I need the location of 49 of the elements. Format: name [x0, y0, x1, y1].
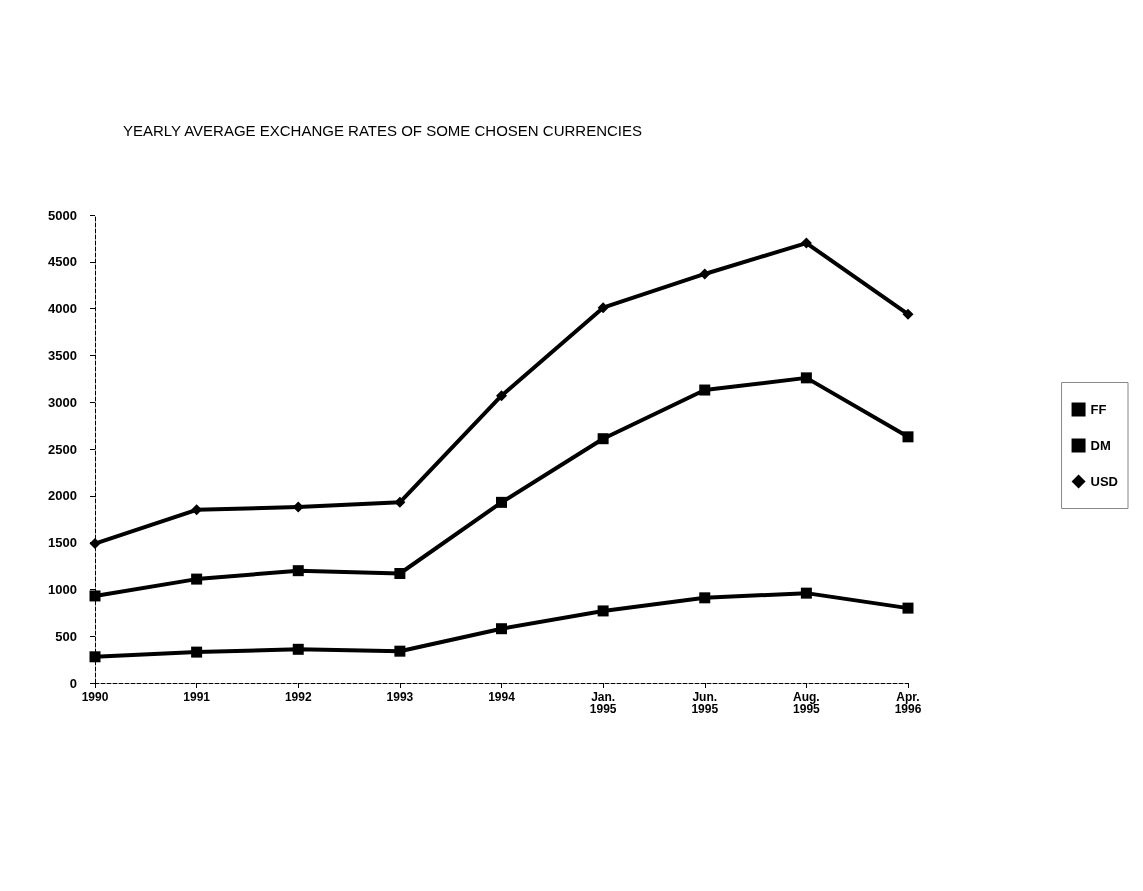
point: [394, 567, 406, 579]
legend-label: DM: [1090, 438, 1111, 453]
y-tick-label: 500: [55, 628, 77, 644]
point: [89, 538, 101, 550]
x-tick-label: 1991: [183, 690, 211, 704]
point: [292, 565, 304, 577]
point: [800, 372, 812, 384]
y-tick-label: 3500: [48, 347, 77, 363]
point: [496, 623, 507, 635]
point: [394, 496, 406, 508]
point: [902, 431, 914, 443]
point: [496, 496, 507, 508]
point: [902, 602, 914, 614]
point: [89, 651, 101, 663]
point: [800, 587, 812, 599]
point: [699, 592, 711, 604]
point: [89, 590, 101, 602]
chart-title: YEARLY AVERAGE EXCHANGE RATES OF SOME CHOSEN CURRENCIES: [123, 122, 643, 139]
x-tick-label: 1992: [284, 690, 312, 704]
x-tick-label: Jan. 1995: [589, 690, 617, 716]
y-tick-label: 1000: [48, 581, 77, 597]
y-tick-label: 0: [69, 675, 77, 691]
legend-label: FF: [1090, 402, 1107, 417]
point: [496, 390, 507, 402]
point: [699, 268, 711, 280]
x-tick-label: Aug. 1995: [793, 690, 821, 716]
point: [292, 643, 304, 655]
y-tick-label: 1500: [48, 535, 77, 551]
point: [800, 237, 812, 249]
x-tick-label: 1993: [386, 690, 414, 704]
y-tick-label: 4000: [48, 301, 77, 317]
point: [191, 646, 203, 658]
x-tick-label: 1990: [81, 690, 109, 704]
y-tick-label: 4500: [48, 254, 77, 270]
point: [699, 384, 711, 396]
y-tick-label: 3000: [48, 394, 77, 410]
x-tick-label: Apr. 1996: [894, 690, 922, 716]
point: [394, 645, 406, 657]
y-tick-label: 5000: [48, 207, 77, 223]
x-tick-label: 1994: [488, 690, 516, 704]
point: [902, 308, 914, 320]
legend-label: USD: [1090, 474, 1119, 489]
y-tick-label: 2500: [48, 441, 77, 457]
y-tick-label: 2000: [48, 488, 77, 504]
x-tick-label: Jun. 1995: [691, 690, 719, 716]
point: [597, 302, 609, 314]
point: [191, 573, 203, 585]
point: [597, 605, 609, 617]
point: [597, 433, 609, 445]
